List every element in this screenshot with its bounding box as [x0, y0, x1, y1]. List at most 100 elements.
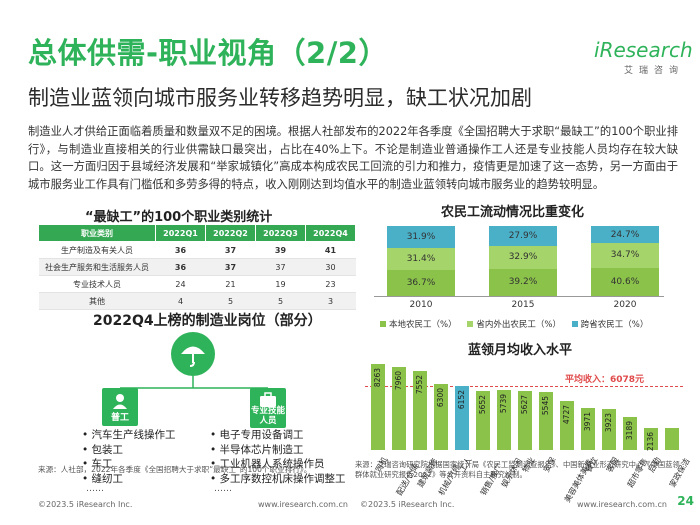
wage-chart: 平均收入：6078元 8263 7960 7552 6300 6152 5652 5739 56…	[355, 355, 695, 460]
table-header-cell: 2022Q4	[305, 224, 356, 242]
migration-data-label: 31.4%	[406, 254, 436, 265]
migration-bar-segment: 24.7%	[591, 226, 659, 244]
wage-bar	[665, 427, 679, 450]
list-item: 汽车生产线操作工	[82, 428, 176, 443]
migration-x-axis	[374, 296, 664, 297]
table-cell: 21	[205, 275, 256, 293]
table-row: 专业技术人员 24 21 19 23	[38, 275, 356, 293]
skilled-worker-list: 电子专用设备调工 半导体芯片制造工 工业机器人系统操作员 多工序数控机床操作调整…	[210, 428, 346, 486]
wage-bar	[371, 363, 385, 450]
source-left: 来源：人社部，2022年各季度《全国招聘大于求职“最缺工”的100个职业排行》。	[38, 465, 312, 474]
wage-bar	[581, 408, 595, 450]
wage-data-label: 4727	[562, 404, 571, 424]
category-label: 专业技能人员	[250, 406, 285, 426]
table-cell: 19	[255, 275, 306, 293]
wage-chart-title: 蓝领月均收入水平	[468, 343, 573, 358]
legend-swatch-cross-province	[571, 321, 578, 327]
table-cell: 5	[205, 292, 256, 310]
table-cell: 39	[255, 241, 306, 259]
migration-x-tick-label: 2020	[613, 300, 637, 310]
table-cell: 5	[255, 292, 306, 310]
wage-bar	[434, 384, 448, 450]
wage-data-label: 3971	[583, 412, 592, 432]
legend-swatch-local	[380, 321, 386, 327]
table-row: 社会生产服务和生活服务人员 36 37 37 30	[38, 258, 356, 276]
table-row-label: 其他	[38, 292, 156, 310]
legend-cross-province: 跨省农民工（%）	[580, 320, 649, 330]
footer-copyright-right: ©2023.5 iResearch Inc.	[360, 500, 455, 509]
legend-swatch-in-province	[467, 321, 474, 327]
wage-data-label: 2136	[646, 431, 655, 451]
wage-data-label: 5652	[478, 394, 487, 414]
legend-in-province: 省内外出农民工（%）	[476, 320, 561, 330]
migration-data-label: 27.9%	[508, 230, 538, 241]
migration-bar-segment: 36.7%	[387, 270, 455, 296]
migration-data-label: 39.2%	[508, 277, 538, 288]
iresearch-logo: iResearch 艾瑞咨询	[594, 38, 693, 76]
average-income-label: 平均收入：6078元	[565, 375, 645, 386]
wage-data-label: 7552	[415, 375, 424, 395]
table-cell: 36	[155, 241, 206, 259]
migration-data-label: 36.7%	[406, 278, 436, 289]
page-subtitle: 制造业蓝领向城市服务业转移趋势明显，缺工状况加剧	[28, 86, 532, 110]
migration-data-label: 31.9%	[406, 232, 436, 243]
migration-bar-segment: 40.6%	[591, 267, 659, 296]
migration-bar-segment: 27.9%	[489, 226, 557, 246]
body-paragraph: 制造业人才供给正面临着质量和数量双不足的困境。根据人社部发布的2022年各季度《…	[28, 125, 678, 191]
page-number: 24	[677, 494, 694, 508]
logo-research: Research	[599, 38, 693, 62]
wage-data-label: 5627	[520, 395, 529, 415]
list-item: 包装工	[82, 443, 176, 458]
list-item: 多工序数控机床操作调整工	[210, 472, 346, 487]
table-cell: 37	[205, 241, 256, 259]
table-cell: 41	[305, 241, 356, 259]
migration-data-label: 32.9%	[508, 252, 538, 263]
general-worker-list: 汽车生产线操作工 包装工 车工 缝纫工	[82, 428, 176, 486]
list-item: 工业机器人系统操作员	[210, 457, 346, 472]
footer-site-right: www.iresearch.com.cn	[577, 500, 667, 509]
wage-bar	[497, 390, 511, 450]
list-more: ……	[86, 484, 104, 494]
worker-icon	[113, 394, 127, 409]
wage-data-label: 8263	[373, 367, 382, 387]
migration-data-label: 34.7%	[610, 250, 640, 261]
legend-local: 本地农民工（%）	[389, 320, 457, 330]
wage-bar	[518, 391, 532, 450]
briefcase-icon	[260, 392, 276, 407]
logo-cn-text: 艾瑞咨询	[623, 66, 684, 76]
page-title: 总体供需-职业视角（2/2）	[28, 36, 388, 70]
list-more: ……	[214, 484, 232, 494]
wage-bar	[455, 385, 469, 450]
table-cell: 36	[155, 258, 206, 276]
table-row: 其他 4 5 5 3	[38, 292, 356, 310]
wage-data-label: 6152	[457, 389, 466, 409]
wage-data-label: 3923	[604, 412, 613, 433]
category-label: 普工	[110, 413, 129, 423]
table-cell: 37	[205, 258, 256, 276]
footer-copyright-left: ©2023.5 iResearch Inc.	[38, 500, 133, 509]
table-header-cell: 2022Q1	[155, 224, 206, 242]
footer-site-left: www.iresearch.com.cn	[258, 500, 348, 509]
wage-bar	[644, 427, 658, 450]
table-header-cell: 2022Q2	[205, 224, 256, 242]
category-general-worker: 普工	[102, 388, 138, 426]
list-item: 车工	[82, 457, 176, 472]
wage-bar	[392, 366, 406, 450]
wage-data-label: 6300	[436, 388, 445, 408]
category-skilled-worker: 专业技能人员	[250, 388, 286, 428]
source-right: 来源：艾瑞咨询研究院根据国家统计局《农民工监测调查报告》、中国新就业形态研究中心…	[355, 460, 680, 479]
migration-x-tick-label: 2015	[511, 300, 535, 310]
list-item: 电子专用设备调工	[210, 428, 346, 443]
positions-title: 2022Q4上榜的制造业岗位（部分）	[93, 313, 322, 329]
table-row-label: 社会生产服务和生活服务人员	[38, 258, 156, 276]
table-cell: 37	[255, 258, 306, 276]
migration-legend: 本地农民工（%） 省内外出农民工（%） 跨省农民工（%）	[380, 318, 648, 330]
wage-data-label: 7960	[394, 370, 403, 390]
wage-bar	[560, 400, 574, 450]
table-row: 生产制造及有关人员 36 37 39 41	[38, 241, 356, 259]
migration-data-label: 24.7%	[610, 229, 640, 240]
umbrella-icon	[171, 332, 215, 376]
wage-data-label: 5545	[541, 396, 550, 416]
migration-chart-title: 农民工流动情况比重变化	[441, 205, 585, 220]
wage-bar	[602, 408, 616, 450]
